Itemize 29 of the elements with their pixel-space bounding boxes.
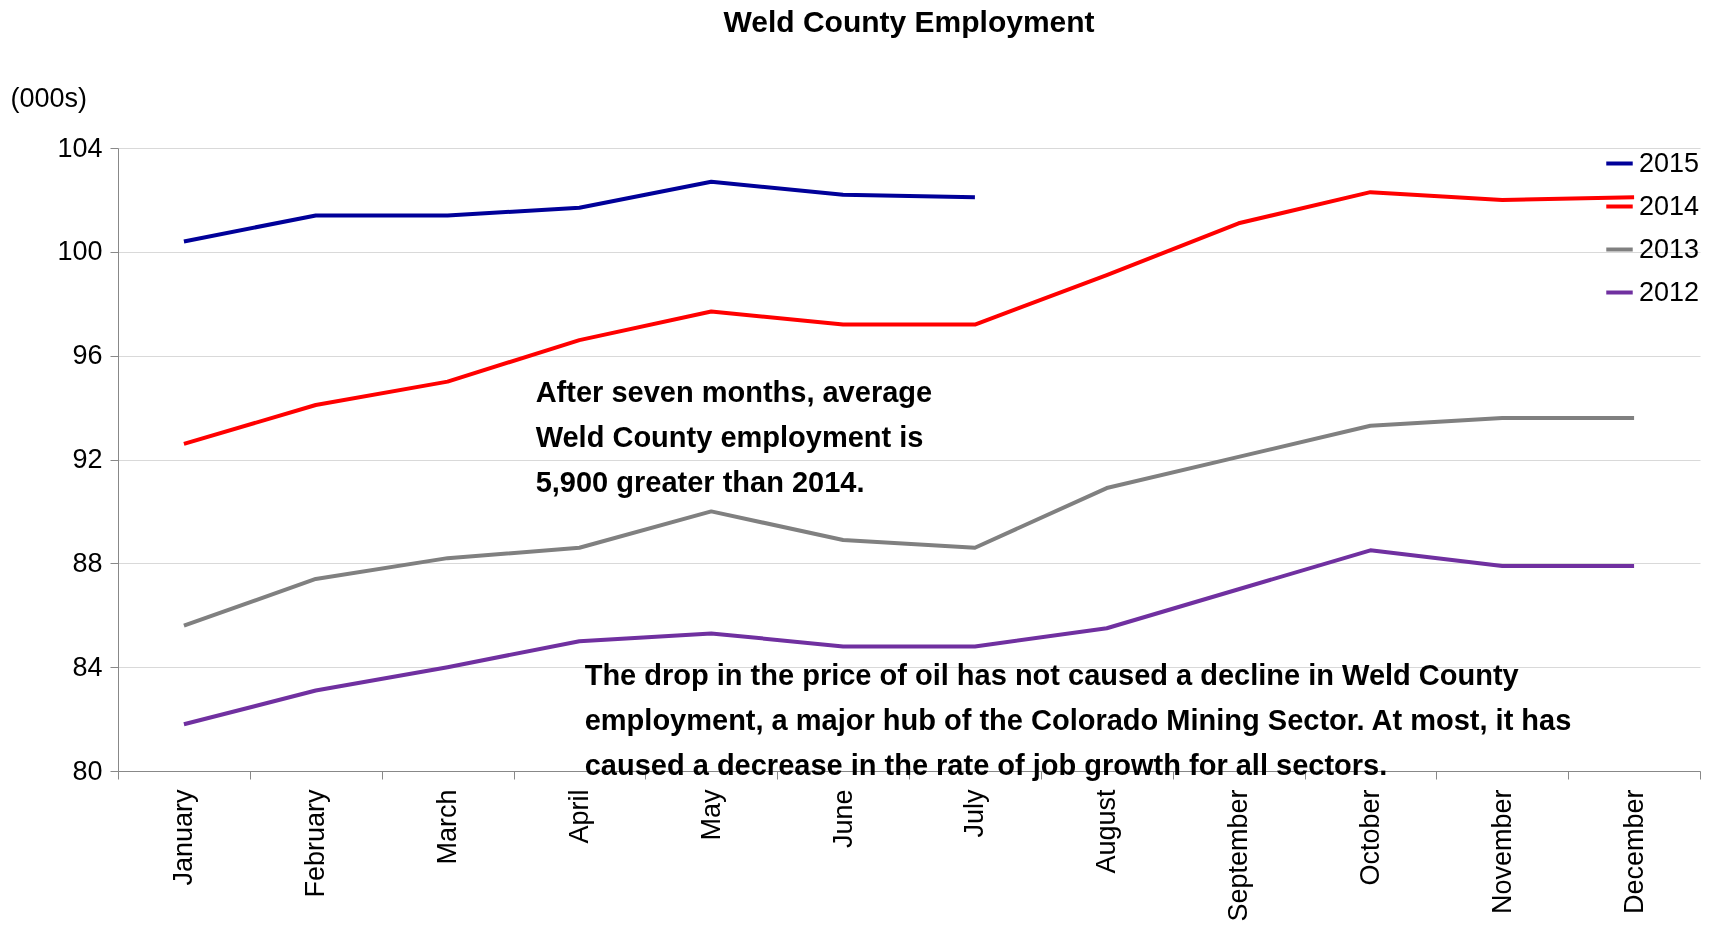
legend-label: 2015 (1639, 147, 1700, 178)
x-tick-label: June (827, 789, 858, 849)
x-tick-label: April (563, 789, 594, 844)
chart-title: Weld County Employment (723, 5, 1095, 38)
y-tick-label: 80 (72, 755, 103, 786)
y-tick-label: 96 (72, 340, 103, 371)
x-tick-label: January (168, 789, 199, 886)
line-series (181, 179, 977, 244)
legend-label: 2013 (1639, 233, 1700, 264)
x-tick-label: October (1354, 789, 1385, 886)
x-tick-label: December (1618, 789, 1649, 915)
x-tick-label: February (300, 789, 331, 898)
y-tick-label: 84 (72, 651, 103, 682)
x-tick-label: September (1223, 789, 1254, 922)
line-series (181, 415, 1637, 628)
x-tick-label: May (695, 789, 726, 841)
annotation: The drop in the price of oil has not caused a decline in Weld County employment, a major hub of the Colorado Mining Sector. At most, it has caused a decrease in the rate of job growth for all sectors. (584, 658, 1572, 781)
y-tick-label: 104 (57, 132, 103, 163)
y-tick-label: 88 (72, 547, 103, 578)
x-tick-label: November (1486, 789, 1517, 915)
x-tick-label: July (959, 789, 990, 838)
x-tick-label: March (432, 789, 463, 865)
x-tick-label: August (1091, 789, 1122, 874)
y-axis-title: (000s) (10, 82, 88, 113)
y-tick-label: 100 (57, 236, 103, 267)
y-tick-label: 92 (72, 444, 103, 474)
legend-label: 2014 (1639, 190, 1700, 221)
annotation: After seven months, average Weld County employment is 5,900 greater than 2014. (535, 375, 933, 498)
legend-label: 2012 (1639, 276, 1700, 307)
